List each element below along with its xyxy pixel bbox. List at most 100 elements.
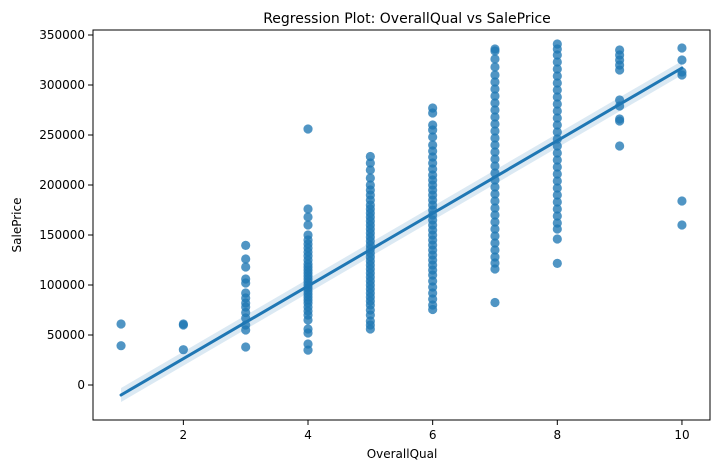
scatter-point xyxy=(677,70,687,80)
scatter-point xyxy=(552,127,562,137)
scatter-point xyxy=(490,84,500,94)
scatter-point xyxy=(303,220,313,230)
y-tick-label: 50000 xyxy=(47,328,85,342)
scatter-point xyxy=(490,245,500,255)
scatter-point xyxy=(365,165,375,175)
y-tick-label: 100000 xyxy=(39,278,85,292)
plot-frame xyxy=(92,29,711,421)
scatter-point xyxy=(116,319,126,329)
scatter-point xyxy=(490,126,500,136)
scatter-point xyxy=(490,105,500,115)
scatter-point xyxy=(677,196,687,206)
scatter-point xyxy=(490,264,500,274)
scatter-point xyxy=(552,224,562,234)
y-tick-label: 300000 xyxy=(39,78,85,92)
scatter-point xyxy=(428,108,438,118)
chart-title: Regression Plot: OverallQual vs SalePric… xyxy=(263,11,551,27)
scatter-point xyxy=(241,342,251,352)
scatter-point xyxy=(490,224,500,234)
scatter-point xyxy=(365,151,375,162)
scatter-point xyxy=(552,190,562,200)
scatter-point xyxy=(552,176,562,186)
scatter-point xyxy=(552,57,562,67)
scatter-point xyxy=(303,124,313,134)
scatter-point xyxy=(303,204,313,214)
scatter-point xyxy=(552,106,562,116)
scatter-point xyxy=(552,204,562,214)
scatter-point xyxy=(552,155,562,165)
scatter-point xyxy=(490,154,500,164)
scatter-point xyxy=(490,203,500,213)
scatter-point xyxy=(490,147,500,157)
scatter-point xyxy=(490,161,500,171)
scatter-point xyxy=(365,324,375,334)
scatter-point xyxy=(241,254,251,264)
x-axis-label: OverallQual xyxy=(367,447,438,461)
scatter-point xyxy=(490,217,500,227)
scatter-point xyxy=(490,70,500,80)
scatter-point xyxy=(615,65,625,75)
scatter-point xyxy=(490,54,500,64)
scatter-point xyxy=(552,113,562,123)
y-tick-label: 150000 xyxy=(39,228,85,242)
regression-line-layer xyxy=(119,66,684,397)
x-tick-label: 10 xyxy=(674,428,689,442)
scatter-point xyxy=(552,211,562,221)
y-axis-label: SalePrice xyxy=(10,198,24,253)
scatter-point xyxy=(303,328,313,338)
scatter-point xyxy=(490,140,500,150)
scatter-point xyxy=(490,196,500,206)
y-tick-label: 250000 xyxy=(39,128,85,142)
scatter-point xyxy=(178,345,188,355)
scatter-point xyxy=(116,341,126,351)
scatter-point xyxy=(241,262,251,272)
scatter-point xyxy=(552,85,562,95)
scatter-point xyxy=(241,240,251,250)
scatter-point xyxy=(490,77,500,87)
scatter-point xyxy=(490,119,500,129)
regression-line xyxy=(119,66,684,397)
y-tick-label: 200000 xyxy=(39,178,85,192)
scatter-point xyxy=(677,43,687,53)
scatter-point xyxy=(365,158,375,168)
y-axis-ticks: 0 50000 100000 150000 200000 250000 300000 3500… xyxy=(39,28,93,392)
scatter-point xyxy=(428,132,438,142)
scatter-point xyxy=(428,125,438,135)
scatter-point xyxy=(490,297,500,308)
scatter-point xyxy=(241,325,251,335)
scatter-point xyxy=(490,231,500,241)
x-tick-label: 4 xyxy=(304,428,312,442)
scatter-point xyxy=(178,319,188,329)
scatter-point xyxy=(552,78,562,88)
scatter-point xyxy=(490,210,500,220)
scatter-point xyxy=(552,258,562,268)
scatter-point xyxy=(552,71,562,81)
scatter-point xyxy=(490,112,500,122)
x-axis-ticks: 2 4 6 8 10 xyxy=(180,420,690,442)
scatter-point xyxy=(552,197,562,207)
scatter-point xyxy=(552,234,562,244)
scatter-point xyxy=(490,182,500,192)
scatter-point xyxy=(490,133,500,143)
y-tick-label: 350000 xyxy=(39,28,85,42)
y-tick-label: 0 xyxy=(77,378,85,392)
scatter-point xyxy=(677,220,687,230)
scatter-point xyxy=(490,238,500,248)
x-tick-label: 8 xyxy=(553,428,561,442)
scatter-point xyxy=(552,148,562,158)
x-tick-label: 2 xyxy=(180,428,188,442)
scatter-point xyxy=(303,315,313,325)
scatter-point xyxy=(552,64,562,74)
scatter-point xyxy=(490,91,500,101)
scatter-point xyxy=(490,98,500,108)
scatter-point xyxy=(428,304,438,315)
scatter-point xyxy=(552,99,562,109)
scatter-point xyxy=(303,345,313,355)
scatter-point xyxy=(365,173,375,183)
scatter-point xyxy=(552,169,562,179)
scatter-points-layer xyxy=(116,39,687,355)
scatter-point xyxy=(552,183,562,193)
scatter-point xyxy=(552,162,562,172)
scatter-point xyxy=(490,189,500,199)
